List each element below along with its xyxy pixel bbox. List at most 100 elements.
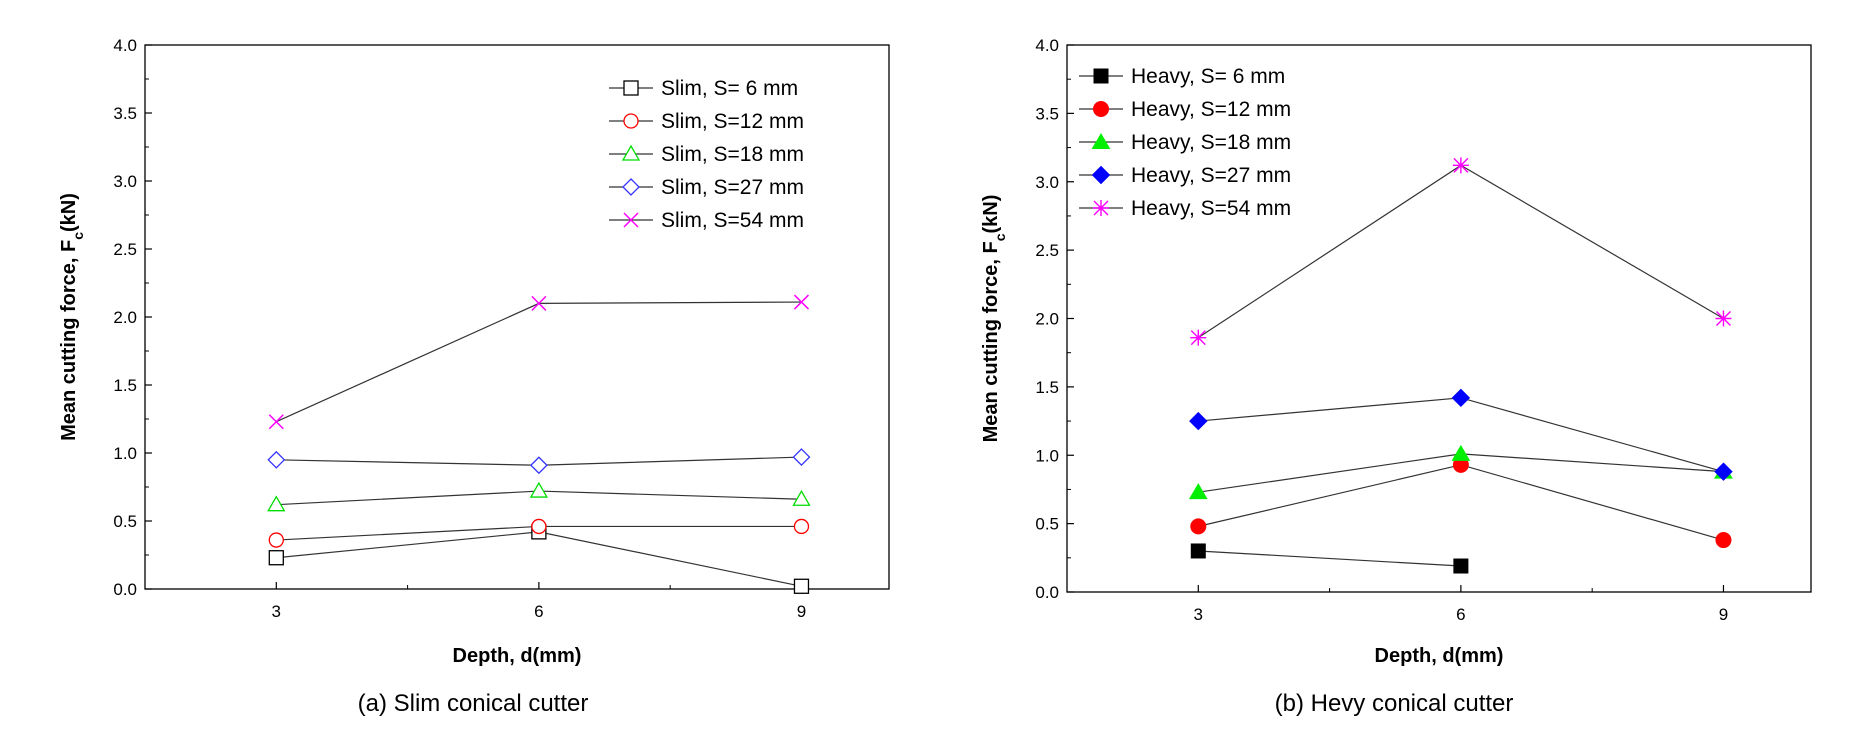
y-tick-label: 0.5	[113, 512, 137, 531]
series-2	[1190, 456, 1732, 549]
series-3	[267, 481, 811, 512]
data-point	[1452, 157, 1469, 174]
legend-marker	[1093, 68, 1109, 84]
x-axis-label: Depth, d(mm)	[453, 645, 582, 667]
data-point	[529, 481, 549, 498]
legend-entry: Slim, S=18 mm	[609, 143, 804, 166]
data-point	[267, 450, 286, 469]
series-line	[1197, 164, 1724, 339]
series-1	[1190, 543, 1469, 574]
y-tick-label: 4.0	[1035, 36, 1059, 55]
legend-label: Slim, S= 6 mm	[661, 77, 798, 100]
legend-label: Heavy, S= 6 mm	[1131, 65, 1285, 88]
x-tick-label: 6	[1456, 605, 1465, 624]
data-point	[1190, 518, 1207, 535]
data-point	[1715, 532, 1732, 549]
data-point	[1451, 388, 1471, 408]
y-axis-label: Mean cutting force, Fc(kN)	[980, 195, 1008, 443]
data-point	[793, 518, 810, 535]
y-axis-label-subscript: c	[70, 232, 86, 240]
data-point	[1714, 462, 1733, 481]
legend-label: Slim, S=27 mm	[661, 176, 804, 199]
plot-frame	[1066, 44, 1812, 593]
x-tick-label: 9	[1719, 605, 1728, 624]
x-tick-label: 3	[1194, 605, 1203, 624]
legend-entry: Heavy, S=18 mm	[1079, 131, 1291, 154]
y-axis-label-main: Mean cutting force, F	[58, 240, 80, 441]
y-tick-label: 3.0	[1035, 173, 1059, 192]
y-tick-label: 3.5	[1035, 104, 1059, 123]
series-line	[1198, 550, 1461, 567]
data-point	[268, 414, 284, 430]
chart-panel-heavy: 0.0 0.5 1.0 1.5 2.0 2.5 3.0 3.5 4.0 3 6 9 Depth, d(m…	[980, 36, 1812, 717]
legend-marker	[621, 144, 641, 161]
legend-entry: Heavy, S=12 mm	[1079, 98, 1291, 121]
data-point	[1715, 310, 1732, 327]
data-point	[792, 448, 811, 466]
legend-entry: Slim, S= 6 mm	[609, 77, 798, 100]
x-axis-label: Depth, d(mm)	[1375, 645, 1504, 667]
data-point	[531, 295, 547, 311]
legend-label: Slim, S=18 mm	[661, 143, 804, 166]
series-2	[268, 518, 810, 548]
x-tick-label: 3	[272, 602, 281, 621]
data-point	[1453, 558, 1469, 574]
y-tick-label: 1.0	[1035, 446, 1059, 465]
y-axis-label-subscript: c	[992, 233, 1008, 241]
y-tick-label: 0.5	[1035, 515, 1059, 534]
data-point	[1451, 444, 1471, 461]
series-4	[1189, 388, 1733, 481]
y-axis-label-unit: (kN)	[58, 193, 80, 232]
data-point	[1190, 543, 1206, 559]
chart-panel-slim: 0.0 0.5 1.0 1.5 2.0 2.5 3.0 3.5 4.0 3 6 9 Depth, d(m…	[58, 36, 890, 717]
data-point	[792, 489, 811, 506]
legend-marker	[622, 178, 640, 196]
y-tick-label: 1.5	[1035, 378, 1059, 397]
legend-marker	[1091, 133, 1111, 149]
legend-label: Heavy, S=12 mm	[1131, 98, 1291, 121]
legend-entry: Slim, S=12 mm	[609, 110, 804, 133]
figure-caption: (b) Hevy conical cutter	[1275, 690, 1514, 717]
legend-label: Heavy, S=54 mm	[1131, 197, 1291, 220]
series-line	[276, 301, 802, 423]
legend-marker	[623, 80, 639, 96]
y-tick-label: 3.0	[113, 172, 137, 191]
y-tick-label: 2.0	[113, 308, 137, 327]
legend-label: Heavy, S=27 mm	[1131, 164, 1291, 187]
data-point	[268, 550, 284, 566]
data-point	[529, 456, 548, 475]
y-tick-label: 1.5	[113, 376, 137, 395]
legend-entry: Slim, S=27 mm	[609, 176, 804, 199]
data-point	[1190, 329, 1207, 346]
data-point	[1189, 411, 1208, 431]
series-5	[268, 294, 810, 430]
data-point	[267, 495, 286, 512]
legend-marker	[1093, 101, 1109, 117]
y-axis-label-main: Mean cutting force, F	[980, 241, 1002, 442]
legend-marker	[623, 212, 639, 228]
legend-label: Heavy, S=18 mm	[1131, 131, 1291, 154]
series-5	[1190, 157, 1732, 346]
legend-label: Slim, S=54 mm	[661, 209, 804, 232]
y-tick-label: 0.0	[1035, 583, 1059, 602]
data-point	[793, 578, 810, 594]
series-4	[267, 448, 811, 475]
data-point	[531, 518, 547, 535]
y-tick-label: 1.0	[113, 444, 137, 463]
legend-marker	[1091, 165, 1111, 185]
y-tick-label: 3.5	[113, 104, 137, 123]
y-tick-label: 2.5	[1035, 241, 1059, 260]
legend-entry: Heavy, S= 6 mm	[1079, 65, 1285, 88]
y-tick-label: 2.0	[1035, 310, 1059, 329]
legend-entry: Heavy, S=54 mm	[1079, 197, 1291, 220]
series-line	[276, 531, 802, 587]
x-tick-label: 6	[534, 602, 543, 621]
data-point	[268, 532, 284, 548]
y-tick-label: 2.5	[113, 240, 137, 259]
y-axis-label-unit: (kN)	[980, 195, 1002, 234]
y-axis-label: Mean cutting force, Fc(kN)	[58, 193, 86, 441]
legend-entry: Slim, S=54 mm	[609, 209, 804, 232]
legend-label: Slim, S=12 mm	[661, 110, 804, 133]
legend-marker	[1093, 200, 1109, 216]
